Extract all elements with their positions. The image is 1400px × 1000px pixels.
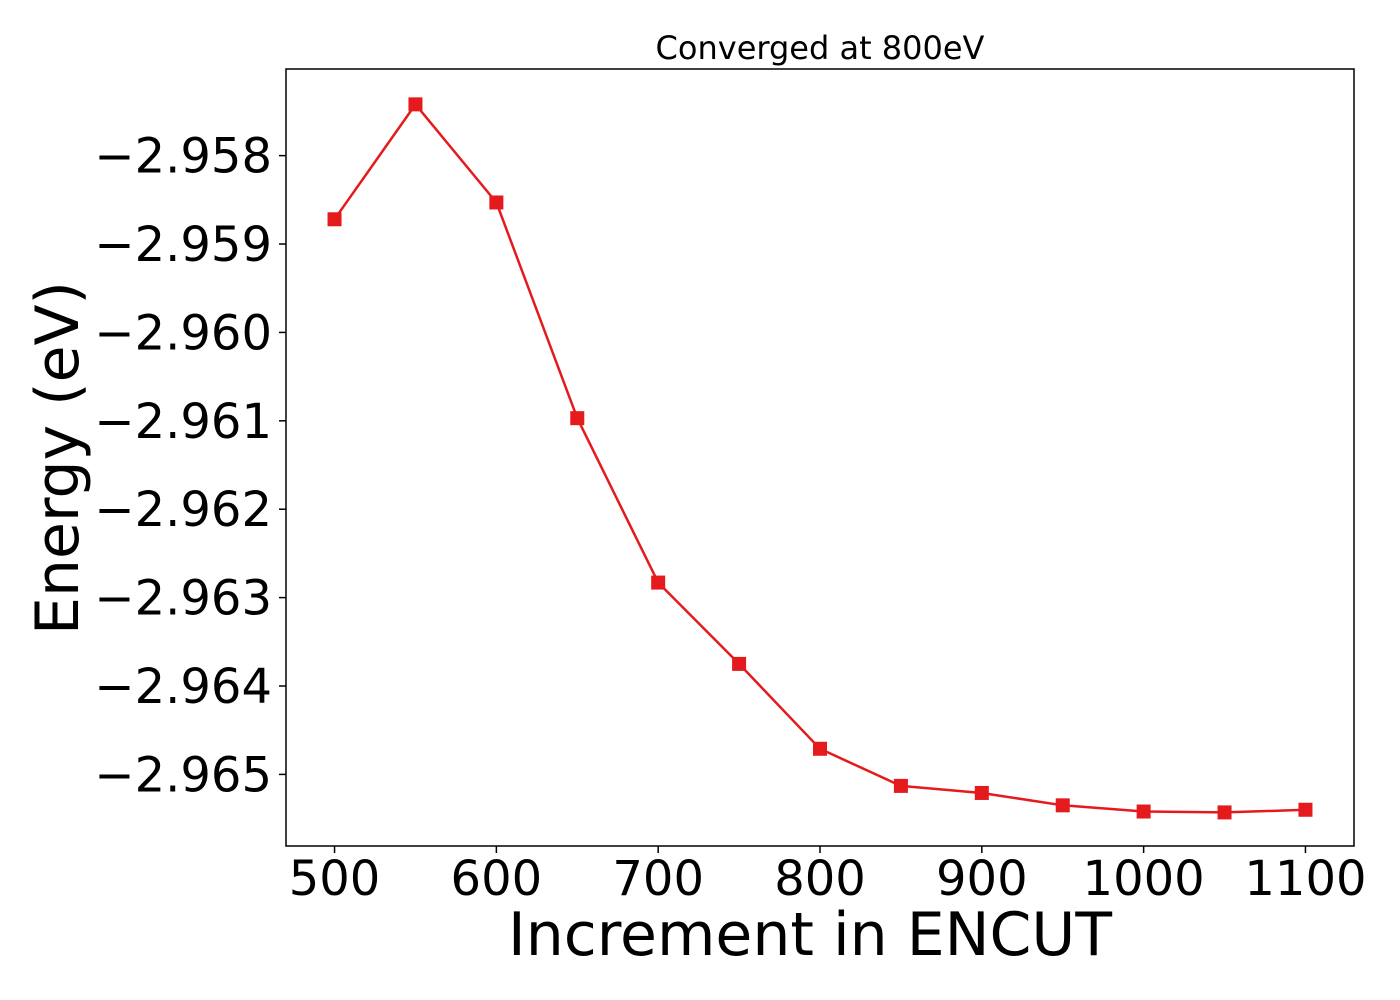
y-tick-label: −2.960 (94, 305, 272, 361)
data-point-marker (974, 785, 989, 800)
data-point-marker (1217, 805, 1232, 820)
x-tick-label: 600 (451, 851, 543, 907)
chart-title: Converged at 800eV (656, 29, 985, 67)
x-tick-label: 900 (936, 851, 1028, 907)
data-point-marker (570, 411, 585, 426)
data-point-marker (732, 656, 747, 671)
y-tick-label: −2.959 (94, 217, 272, 273)
x-axis-label: Increment in ENCUT (508, 900, 1112, 970)
data-point-marker (408, 97, 423, 112)
x-axis: 500 600 700 800 900 1000 1100 (289, 846, 1367, 907)
x-tick-label: 800 (774, 851, 866, 907)
y-axis-label: Energy (eV) (23, 281, 93, 635)
y-axis: −2.958 −2.959 −2.960 −2.961 −2.962 −2.963 −2.9… (94, 129, 286, 803)
data-point-marker (1298, 802, 1313, 817)
x-tick-label: 1000 (1083, 851, 1205, 907)
data-point-marker (1136, 804, 1151, 819)
y-tick-label: −2.961 (94, 394, 272, 450)
data-point-marker (489, 195, 504, 210)
data-point-marker (893, 778, 908, 793)
data-point-marker (327, 212, 342, 227)
data-point-marker (813, 741, 827, 756)
y-tick-label: −2.964 (94, 659, 272, 715)
data-point-marker (651, 575, 666, 590)
data-point-marker (1055, 798, 1070, 813)
x-tick-label: 700 (612, 851, 704, 907)
y-tick-label: −2.962 (94, 482, 272, 538)
x-tick-label: 500 (289, 851, 381, 907)
series-layer (327, 97, 1313, 820)
y-tick-label: −2.963 (94, 571, 272, 627)
plot-frame (285, 68, 1355, 847)
series-line (333, 103, 1306, 814)
y-tick-label: −2.965 (94, 747, 272, 803)
x-tick-label: 1100 (1244, 851, 1366, 907)
y-tick-label: −2.958 (94, 129, 272, 185)
